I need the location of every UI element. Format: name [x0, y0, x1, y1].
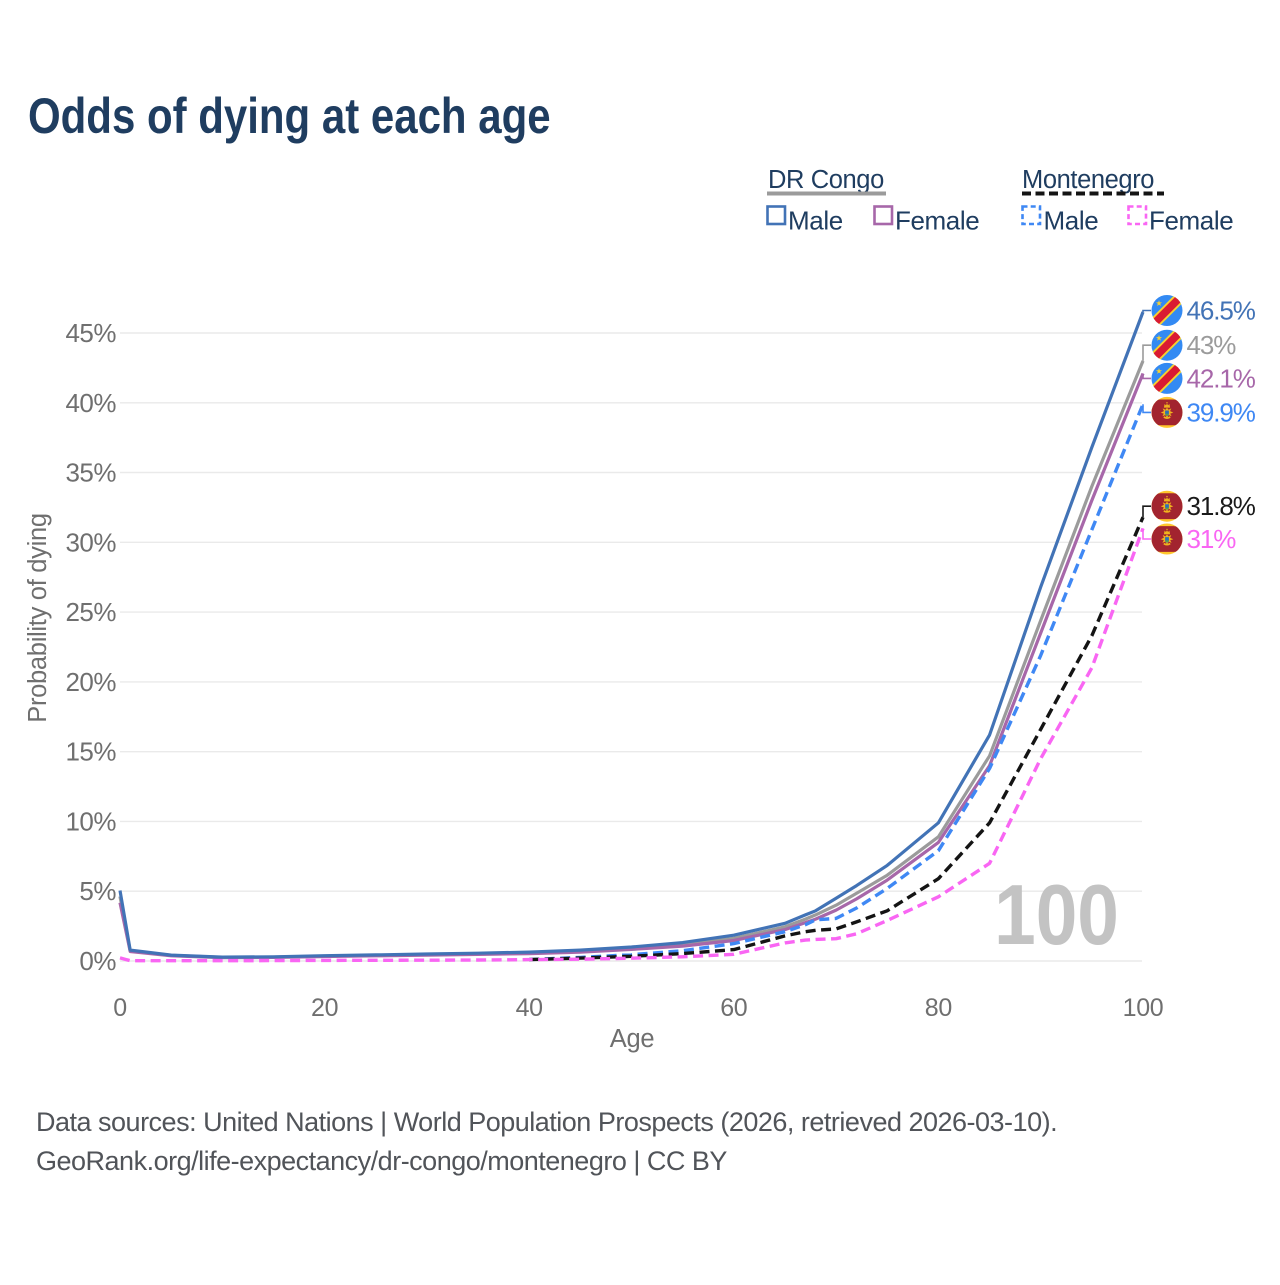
- svg-text:20: 20: [311, 994, 338, 1022]
- svg-text:0: 0: [113, 994, 127, 1022]
- svg-text:39.9%: 39.9%: [1187, 397, 1256, 427]
- svg-text:42.1%: 42.1%: [1187, 363, 1256, 393]
- svg-text:43%: 43%: [1187, 330, 1237, 360]
- svg-text:40%: 40%: [65, 388, 116, 418]
- svg-text:10%: 10%: [65, 806, 116, 836]
- svg-text:100: 100: [994, 868, 1119, 962]
- svg-text:Probability of dying: Probability of dying: [24, 513, 52, 722]
- svg-text:100: 100: [1123, 994, 1164, 1022]
- svg-text:15%: 15%: [65, 737, 116, 767]
- svg-text:35%: 35%: [65, 458, 116, 488]
- svg-text:GeoRank.org/life-expectancy/dr: GeoRank.org/life-expectancy/dr-congo/mon…: [36, 1146, 727, 1176]
- svg-text:Female: Female: [1149, 206, 1233, 236]
- svg-text:31%: 31%: [1187, 524, 1237, 554]
- svg-text:20%: 20%: [65, 667, 116, 697]
- svg-text:40: 40: [516, 994, 543, 1022]
- svg-text:25%: 25%: [65, 597, 116, 627]
- svg-text:0%: 0%: [79, 946, 116, 976]
- svg-text:Montenegro: Montenegro: [1022, 166, 1154, 194]
- svg-text:31.8%: 31.8%: [1187, 491, 1256, 521]
- svg-text:Odds of dying at each age: Odds of dying at each age: [28, 88, 551, 144]
- svg-text:60: 60: [720, 994, 747, 1022]
- svg-text:5%: 5%: [79, 876, 116, 906]
- svg-text:Data sources: United Nations |: Data sources: United Nations | World Pop…: [36, 1107, 1057, 1137]
- svg-text:45%: 45%: [65, 318, 116, 348]
- svg-text:Male: Male: [1044, 206, 1099, 236]
- svg-text:Male: Male: [788, 206, 843, 236]
- svg-text:DR Congo: DR Congo: [768, 166, 884, 194]
- svg-text:Age: Age: [610, 1025, 655, 1053]
- svg-text:46.5%: 46.5%: [1187, 296, 1256, 326]
- svg-text:Female: Female: [895, 206, 979, 236]
- svg-text:80: 80: [925, 994, 952, 1022]
- svg-text:30%: 30%: [65, 527, 116, 557]
